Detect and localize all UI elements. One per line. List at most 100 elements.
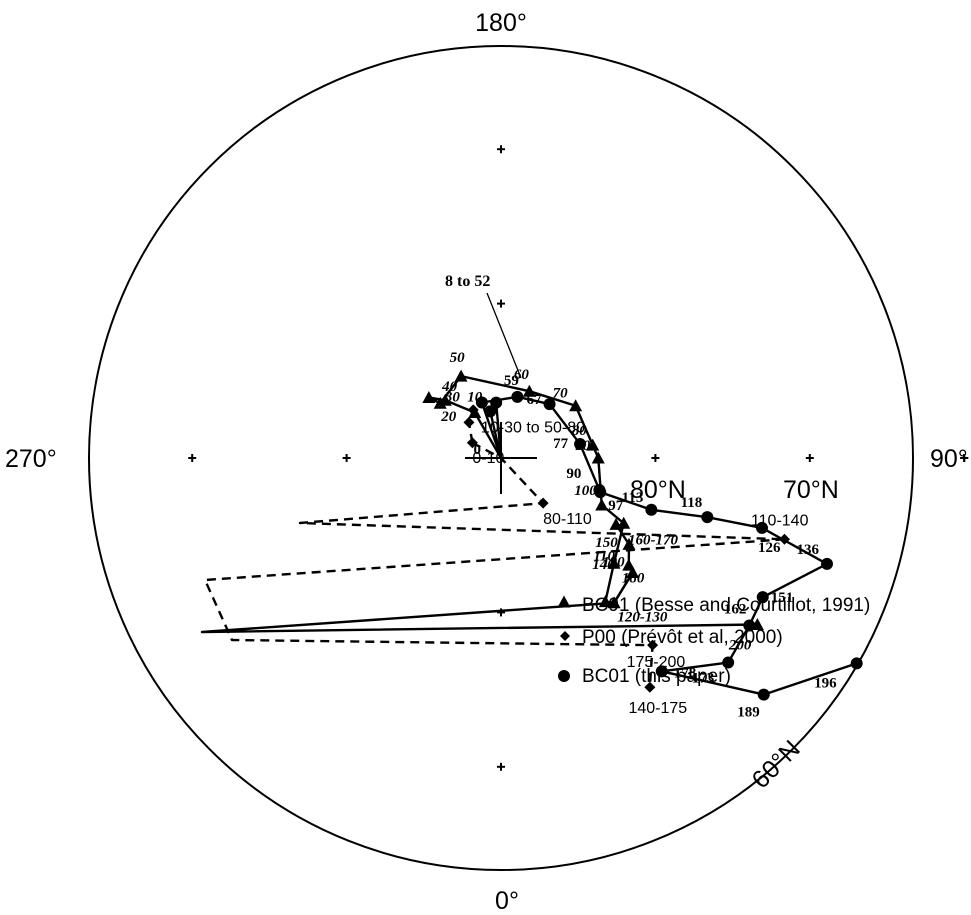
p00-point-140-175: [644, 681, 656, 693]
bc01-point-151: [756, 591, 769, 604]
bc91-label-20: 20: [440, 409, 457, 425]
p00-path-old: [203, 538, 785, 688]
bc01-label-59: 59: [504, 373, 519, 389]
bc91-ray: [473, 411, 503, 459]
annotation-8-to-52: 8 to 52: [445, 273, 522, 379]
p00-label-80-110: 80-110: [543, 511, 592, 528]
bc91-point-110: [622, 537, 636, 550]
bc01-point-178: [655, 665, 668, 678]
bc91-label-30: 30: [444, 389, 461, 405]
series-p00: [203, 404, 790, 693]
bc91-point-100: [595, 498, 609, 511]
bc91-point-70: [569, 399, 583, 412]
bc01-label-162: 162: [724, 601, 747, 617]
bc01-point-113: [645, 503, 658, 516]
p00-label-10-30-to-50-80: 10-30 to 50-80: [481, 419, 585, 436]
bc91-label-10: 10: [467, 390, 483, 406]
bc01-label-118: 118: [681, 495, 703, 511]
bc01-point-2: [484, 405, 497, 418]
bc91-point-40: [433, 396, 447, 409]
bc91-label-160-170: 160-170: [628, 532, 678, 548]
bc91-label-200: 200: [728, 638, 752, 654]
bc01-label-77: 77: [553, 436, 569, 452]
bc01-point-136: [820, 557, 833, 570]
bc01-point-126: [755, 521, 768, 534]
legend-label-bc91: BC91 (Besse and Courtillot, 1991): [582, 595, 870, 616]
bc91-label-70: 70: [553, 386, 569, 402]
bc01-point-173: [722, 656, 735, 669]
bc91-point-150: [617, 516, 631, 529]
bc01-label-126: 126: [758, 540, 781, 556]
bc01-label-178: 178: [674, 665, 697, 681]
bc01-label-196: 196: [814, 675, 837, 691]
colatitude-label-80: 80°N: [630, 476, 686, 504]
bc01-label-151: 151: [771, 590, 794, 606]
bc01-label-97: 97: [608, 498, 624, 514]
bc01-label-173: 173: [692, 671, 715, 687]
legend: BC91 (Besse and Courtillot, 1991) P00 (P…: [557, 595, 870, 687]
bc01-label-136: 136: [796, 542, 819, 558]
bc01-label-67: 67: [527, 392, 543, 408]
bc91-point-160-170: [609, 517, 623, 530]
bc91-point-80: [586, 438, 600, 451]
azimuth-label-top: 180°: [475, 9, 527, 37]
annotation-leader-line: [486, 292, 522, 379]
bc91-label-180: 180: [622, 570, 645, 586]
azimuth-label-left: 270°: [5, 445, 57, 473]
legend-label-bc01: BC01 (this paper): [582, 666, 731, 687]
legend-marker-circle: [558, 670, 570, 682]
p00-point-10-30-to-50-80: [463, 416, 475, 428]
grid-crosses: [188, 145, 969, 771]
bc91-label-80: 80: [572, 423, 588, 439]
bc01-point-77: [574, 438, 587, 451]
bc91-point-190: [626, 565, 640, 578]
bc91-label-120-130: 120-130: [617, 610, 667, 626]
annotation-label: 8 to 52: [445, 273, 490, 290]
azimuth-label-bottom: 0°: [495, 887, 519, 915]
bc01-point-189: [757, 688, 770, 701]
legend-marker-diamond: [560, 631, 570, 641]
colatitude-label-70: 70°N: [783, 476, 839, 504]
bc91-point-120-130: [598, 595, 612, 608]
legend-marker-triangle: [557, 595, 571, 608]
p00-label-175-200: 175-200: [627, 654, 686, 671]
bc01-path-end: [763, 662, 858, 696]
bc01-point-118: [701, 511, 714, 524]
bc91-point-10: [468, 406, 482, 419]
bc01-point-1: [490, 396, 503, 409]
bc91-label-110: 110: [593, 548, 615, 564]
bc01-point-67: [543, 398, 556, 411]
bc91-point-180: [607, 556, 621, 569]
series-bc91: [200, 369, 764, 634]
bc01-point-59: [511, 390, 524, 403]
p00-point-0-10: [466, 437, 478, 449]
azimuth-label-right: 90°: [930, 445, 968, 473]
bc91-point-60: [522, 384, 536, 397]
p00-point-175-200: [647, 639, 659, 651]
bc01-ray-1: [494, 402, 503, 459]
bc91-label-40: 40: [441, 379, 458, 395]
bc91-label-60: 60: [514, 367, 530, 383]
bc01-label-113: 113: [622, 490, 644, 506]
p00-label-140-175: 140-175: [628, 700, 687, 717]
bc91-point-50: [454, 369, 468, 382]
bc01-point-196: [850, 657, 863, 670]
bc01-label-90: 90: [566, 466, 581, 482]
bc91-path-end: [200, 571, 758, 634]
bc91-label-140: 140: [592, 557, 615, 573]
p00-point-80-110: [537, 497, 549, 509]
bc91-label-190: 190: [602, 554, 625, 570]
bc91-point-200: [750, 618, 764, 631]
bc91-point-140: [622, 558, 636, 571]
bc01-label-189: 189: [737, 705, 760, 721]
bc91-label-90: 90: [575, 438, 591, 454]
p00-label-110-140: 110-140: [751, 512, 809, 529]
bc91-point-90: [591, 451, 605, 464]
bc01-label-0: 0: [474, 442, 482, 458]
bc01-point-3: [475, 396, 488, 409]
bc91-label-150: 150: [595, 535, 618, 551]
legend-label-p00: P00 (Prévôt et al, 2000): [582, 627, 783, 648]
p00-label-0-10: 0-10: [472, 450, 504, 467]
